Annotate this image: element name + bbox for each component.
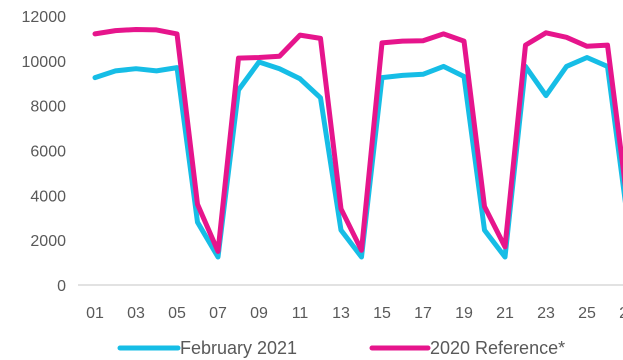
x-tick-label: 21: [496, 305, 514, 322]
y-axis-tick-labels: 0 2000 4000 6000 8000 10000 12000: [22, 9, 67, 295]
x-tick-label: 25: [578, 305, 596, 322]
legend-label-1: 2020 Reference*: [430, 338, 565, 358]
series-line-0: [92, 55, 623, 260]
series-lines: [92, 27, 623, 260]
x-tick-label: 19: [455, 305, 473, 322]
y-tick-label: 8000: [30, 99, 66, 116]
series-line-1: [92, 27, 623, 254]
legend-label-0: February 2021: [180, 338, 297, 358]
x-tick-label: 09: [250, 305, 268, 322]
x-tick-label: 01: [86, 305, 104, 322]
x-tick-label: 03: [127, 305, 145, 322]
x-tick-label: 13: [332, 305, 350, 322]
y-tick-label: 6000: [30, 144, 66, 161]
y-tick-label: 2000: [30, 233, 66, 250]
x-axis-tick-labels: 01 03 05 07 09 11 13 15 17 19 21 23 25 27: [86, 305, 623, 322]
y-tick-label: 10000: [22, 54, 67, 71]
x-tick-label: 17: [414, 305, 432, 322]
x-tick-label: 23: [537, 305, 555, 322]
y-tick-label: 12000: [22, 9, 67, 26]
y-tick-label: 4000: [30, 188, 66, 205]
x-tick-label: 05: [168, 305, 186, 322]
x-tick-label: 11: [292, 305, 309, 322]
x-tick-label: 15: [373, 305, 391, 322]
legend: February 2021 2020 Reference*: [117, 338, 565, 358]
y-tick-label: 0: [57, 278, 66, 295]
x-tick-label: 07: [209, 305, 227, 322]
x-tick-label: 27: [619, 305, 623, 322]
